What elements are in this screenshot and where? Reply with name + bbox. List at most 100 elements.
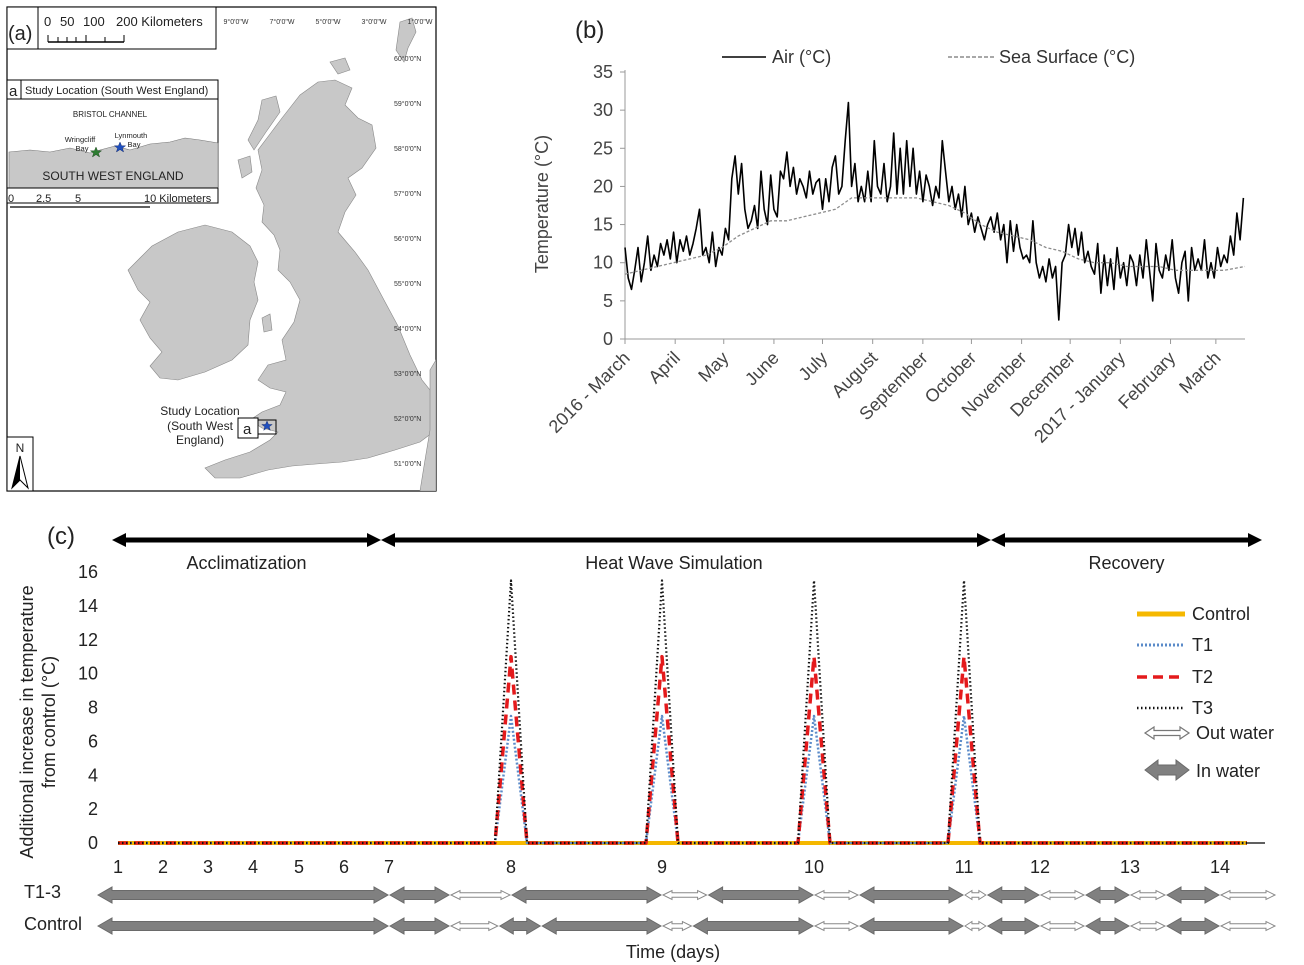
in-water-arrow: [986, 917, 1041, 935]
in-water-arrow: [858, 917, 965, 935]
orkney-islands: [329, 57, 351, 75]
y-tick-label: 15: [593, 215, 613, 235]
out-water-arrow: [1129, 920, 1167, 932]
phase-label: Heat Wave Simulation: [585, 553, 762, 573]
x-tick-label: 14: [1210, 857, 1230, 877]
out-water-arrow: [964, 920, 987, 932]
out-water-arrow: [813, 920, 860, 932]
site1-label: Wringcliff: [65, 135, 96, 144]
legend-out-water-icon: [1143, 725, 1191, 741]
lat-label: 56°0'0"N: [394, 235, 421, 243]
temperature-series: [624, 101, 1246, 321]
out-water-arrow: [1219, 920, 1277, 932]
phase-arrow: [381, 533, 991, 547]
in-water-arrow: [498, 917, 542, 935]
temperature-legend: Air (°C) Sea Surface (°C): [722, 47, 1135, 67]
study-location-label: (South West: [167, 419, 233, 433]
in-water-arrow: [986, 886, 1041, 904]
y-axis-title-line1: Additional increase in temperature: [17, 585, 37, 858]
study-location-label: Study Location: [160, 404, 239, 418]
in-water-arrow: [541, 917, 663, 935]
inset-coastline: [8, 137, 219, 189]
out-water-arrow: [1129, 889, 1167, 901]
x-tick-label: 2016 - March: [545, 348, 634, 437]
series-t2-line: [118, 654, 1247, 845]
tide-row-label-t1-3: T1-3: [24, 882, 61, 902]
inset-scale-label: 10 Kilometers: [144, 193, 212, 205]
x-tick-label: 8: [506, 857, 516, 877]
site2-label: Lynmouth: [115, 131, 148, 140]
legend-sea-label: Sea Surface (°C): [999, 47, 1135, 67]
x-tick-label: July: [795, 348, 832, 385]
series-t1-line: [118, 714, 1247, 845]
panel-label-a: (a): [8, 23, 32, 45]
y-tick-label: 10: [593, 253, 613, 273]
latitude-labels: 60°0'0"N 59°0'0"N 58°0'0"N 57°0'0"N 56°0…: [394, 55, 421, 468]
lon-label: 3°0'0"W: [362, 18, 387, 26]
lon-label: 1°0'0"W: [408, 18, 433, 26]
map-land: [127, 17, 436, 491]
x-tick-label: 5: [294, 857, 304, 877]
shetland-islands: [395, 17, 417, 63]
lynmouth-star-icon: [113, 141, 127, 153]
inset-scale-label: 2.5: [36, 193, 51, 205]
y-tick-label: 20: [593, 176, 613, 196]
y-tick-label: 2: [88, 799, 98, 819]
y-tick-label: 12: [78, 630, 98, 650]
lat-label: 60°0'0"N: [394, 55, 421, 63]
y-axis-title-line2: from control (°C): [39, 656, 59, 788]
scale-tick-label: 200 Kilometers: [116, 14, 203, 29]
inset-map: a Study Location (South West England) BR…: [6, 79, 219, 208]
great-britain-landmass: [204, 79, 436, 479]
out-water-arrow: [661, 889, 708, 901]
longitude-labels: 9°0'0"W 7°0'0"W 5°0'0"W 3°0'0"W 1°0'0"W: [224, 18, 433, 26]
scale-tick-label: 100: [83, 14, 105, 29]
legend-in-water-icon: [1144, 758, 1190, 782]
wringcliff-star-icon: [89, 146, 103, 158]
in-water-arrow: [388, 917, 451, 935]
x-tick-label: June: [741, 348, 783, 390]
y-tick-label: 4: [88, 765, 98, 785]
lat-label: 54°0'0"N: [394, 325, 421, 333]
x-tick-label: 9: [657, 857, 667, 877]
y-axis-ticks: 0 2 4 6 8 10 12 14 16: [78, 562, 98, 853]
channel-label: BRISTOL CHANNEL: [73, 110, 148, 119]
hebrides-south: [237, 155, 253, 179]
x-tick-label: 3: [203, 857, 213, 877]
lon-label: 5°0'0"W: [316, 18, 341, 26]
lon-label: 9°0'0"W: [224, 18, 249, 26]
x-tick-label: March: [1175, 348, 1225, 398]
tide-arrows: [96, 886, 1277, 935]
x-tick-label: 11: [955, 857, 974, 877]
lat-label: 59°0'0"N: [394, 100, 421, 108]
western-isles: [247, 95, 281, 151]
x-tick-label: 2: [158, 857, 168, 877]
y-tick-label: 25: [593, 138, 613, 158]
x-axis-ticks: 1 2 3 4 5 6 7 8 9 10 11 12 13 14: [113, 857, 1230, 877]
inset-letter: a: [9, 83, 18, 100]
series-t3-line: [118, 579, 1247, 845]
in-water-arrow: [1165, 886, 1221, 904]
y-tick-label: 16: [78, 562, 98, 582]
scale-tick-label: 50: [60, 14, 74, 29]
x-tick-label: 12: [1030, 857, 1050, 877]
inset-scale-label: 5: [75, 193, 81, 205]
y-tick-label: 8: [88, 698, 98, 718]
phase-arrow: [112, 533, 381, 547]
north-label: N: [16, 441, 25, 455]
y-tick-label: 35: [593, 62, 613, 82]
x-tick-label: 7: [384, 857, 394, 877]
out-water-arrow: [1219, 889, 1277, 901]
in-water-arrow: [1084, 886, 1131, 904]
in-water-arrow: [1165, 917, 1221, 935]
ireland-landmass: [127, 224, 259, 381]
treatment-legend: Control T1 T2 T3 Out water In water: [1137, 604, 1274, 782]
map-panel: 9°0'0"W 7°0'0"W 5°0'0"W 3°0'0"W 1°0'0"W …: [6, 6, 437, 492]
x-tick-label: 4: [248, 857, 258, 877]
x-tick-label: May: [694, 348, 732, 386]
phase-arrow: [991, 533, 1262, 547]
treatment-series: [118, 579, 1247, 845]
out-water-arrow: [449, 889, 512, 901]
in-water-arrow: [96, 917, 390, 935]
y-tick-label: 14: [78, 596, 98, 616]
